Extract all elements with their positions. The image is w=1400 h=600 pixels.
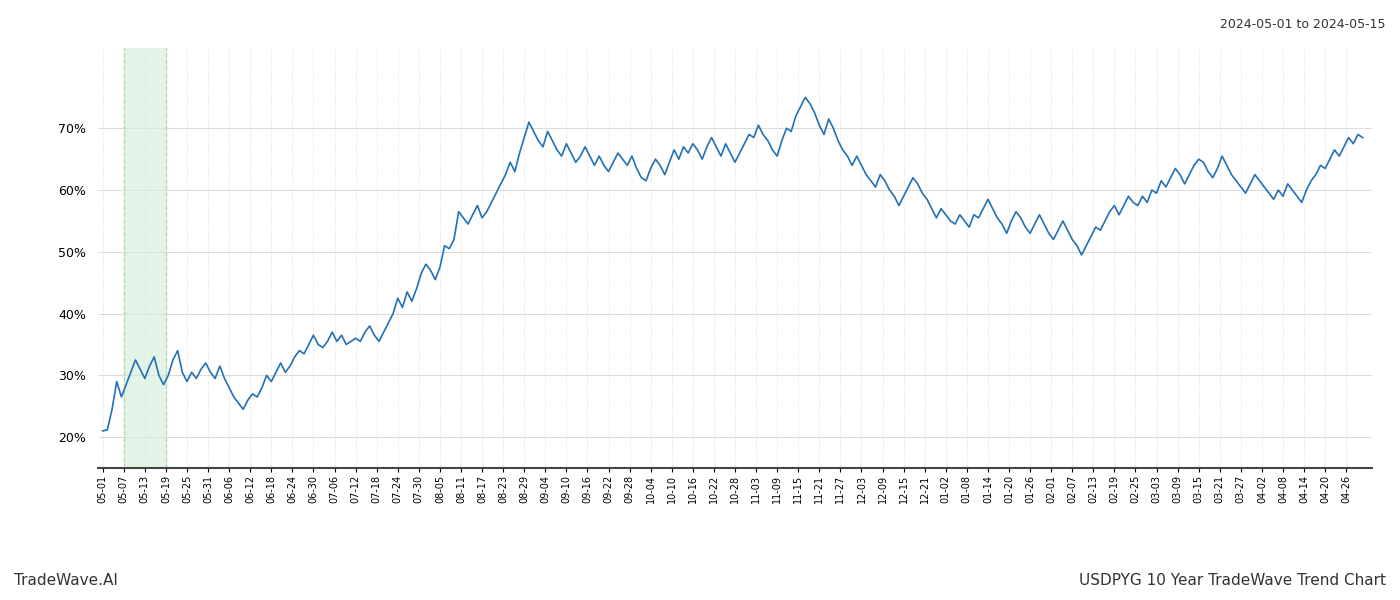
Text: 2024-05-01 to 2024-05-15: 2024-05-01 to 2024-05-15	[1221, 18, 1386, 31]
Bar	[123, 48, 167, 468]
Text: USDPYG 10 Year TradeWave Trend Chart: USDPYG 10 Year TradeWave Trend Chart	[1079, 573, 1386, 588]
Text: TradeWave.AI: TradeWave.AI	[14, 573, 118, 588]
